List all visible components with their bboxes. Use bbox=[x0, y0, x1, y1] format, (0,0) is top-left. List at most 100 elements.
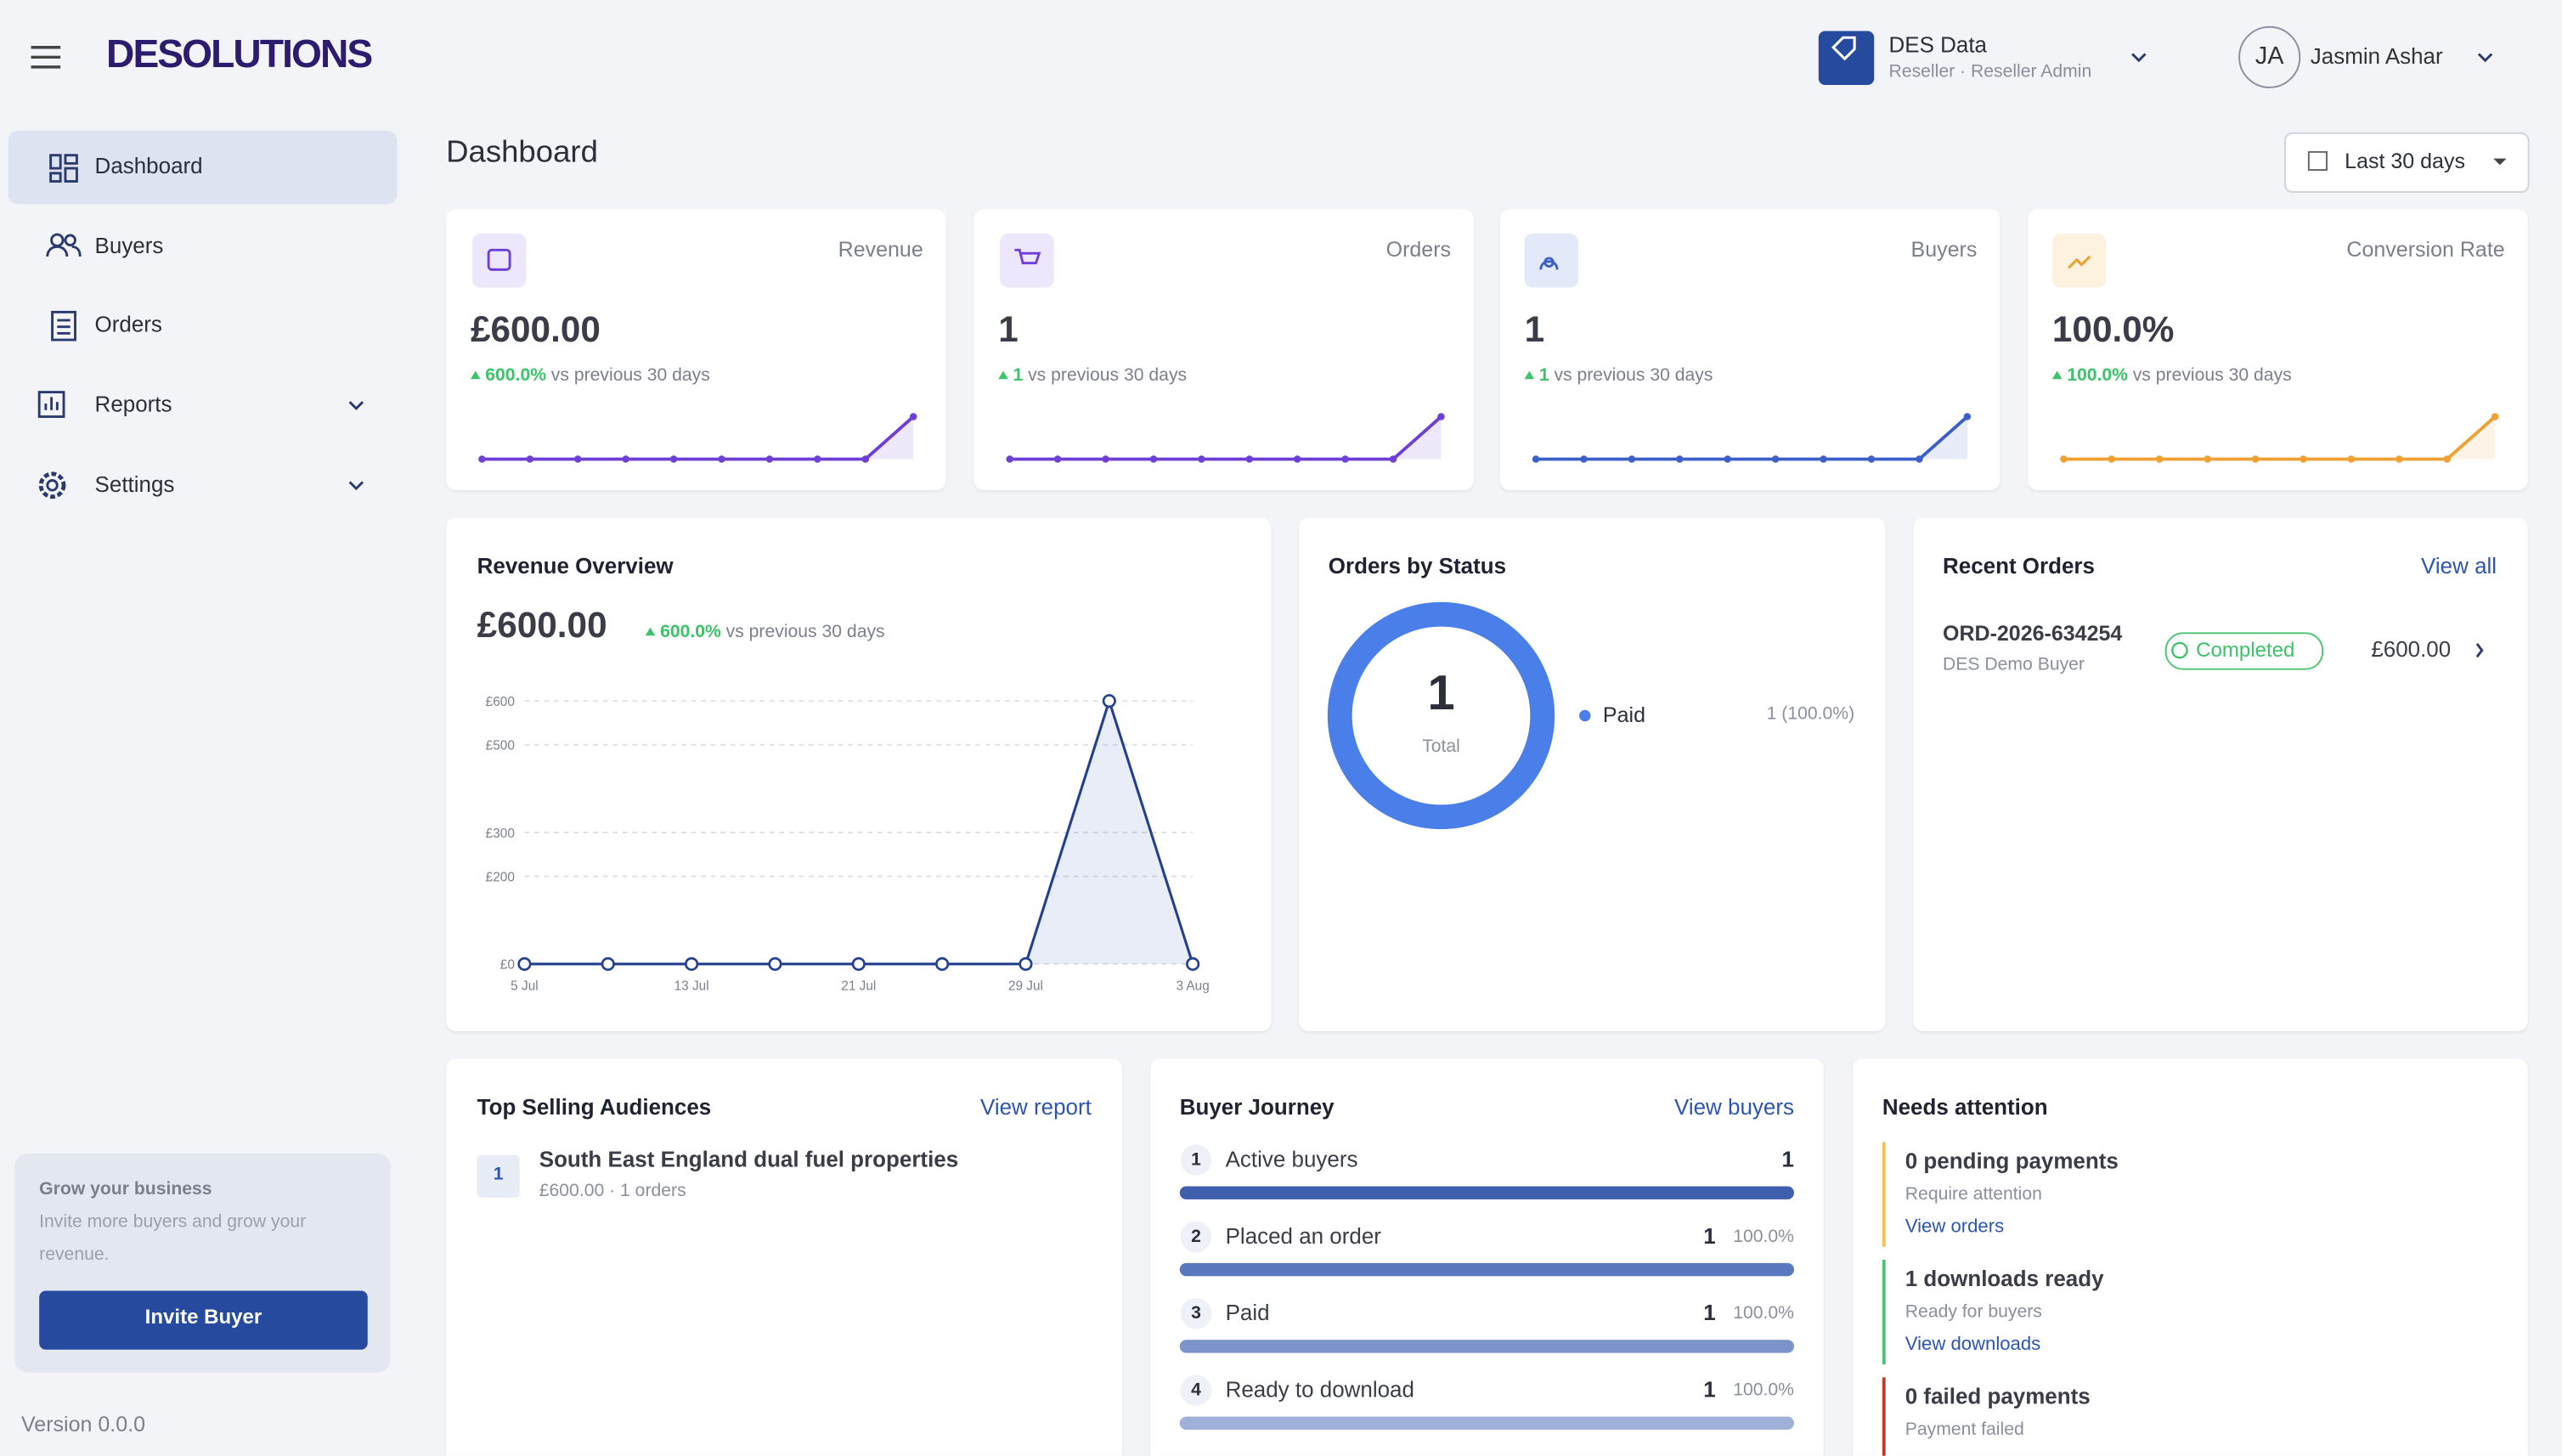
step-name: Ready to download bbox=[1225, 1377, 1414, 1402]
x-tick-label: 3 Aug bbox=[1176, 979, 1209, 994]
attention-bar bbox=[1882, 1259, 1886, 1365]
attention-title: 0 failed payments bbox=[1905, 1384, 2091, 1409]
overview-value: £600.00 bbox=[477, 604, 607, 646]
card-title: Buyer Journey bbox=[1179, 1094, 1335, 1120]
spark-point bbox=[526, 455, 534, 463]
change-value: 1 bbox=[1013, 365, 1024, 386]
user-name[interactable]: Jasmin Ashar bbox=[2310, 43, 2443, 69]
spark-point bbox=[1198, 455, 1205, 463]
spark-point bbox=[2155, 455, 2164, 463]
step-rank: 2 bbox=[1191, 1227, 1201, 1247]
nav-item[interactable]: Buyers bbox=[94, 234, 164, 258]
spark-point bbox=[574, 455, 582, 463]
step-bar bbox=[1179, 1262, 1794, 1277]
legend-value: 1 (100.0%) bbox=[1766, 704, 1855, 725]
spark-point bbox=[1532, 455, 1540, 463]
change-text: vs previous 30 days bbox=[2132, 365, 2292, 386]
nav-item[interactable]: Dashboard bbox=[94, 153, 203, 178]
step-share: 100.0% bbox=[1733, 1380, 1794, 1401]
audience-card bbox=[446, 1058, 1123, 1456]
org-name[interactable]: DES Data bbox=[1888, 32, 1987, 58]
spark-point bbox=[669, 455, 678, 463]
attention-bar bbox=[1882, 1377, 1886, 1456]
spark-point bbox=[1580, 455, 1588, 463]
status-icon bbox=[2171, 641, 2188, 659]
kpi-value: 1 bbox=[998, 308, 1019, 350]
order-buyer: DES Demo Buyer bbox=[1943, 655, 2085, 675]
nav-item[interactable]: Settings bbox=[94, 471, 175, 497]
nav-item[interactable]: Orders bbox=[94, 312, 162, 337]
legend-dot bbox=[1579, 709, 1591, 722]
kpi-card bbox=[973, 209, 1474, 491]
step-name: Paid bbox=[1225, 1301, 1270, 1325]
spark-point bbox=[2108, 455, 2115, 463]
point bbox=[685, 957, 699, 971]
spark-point bbox=[1963, 413, 1972, 420]
promo-text: revenue. bbox=[39, 1244, 110, 1265]
point bbox=[1102, 694, 1116, 708]
spark-point bbox=[1294, 455, 1301, 463]
step-circle bbox=[1180, 1221, 1212, 1253]
spark-line bbox=[2063, 415, 2497, 461]
avatar[interactable] bbox=[2238, 25, 2301, 88]
card-link[interactable]: View buyers bbox=[1673, 1094, 1794, 1120]
kpi-card bbox=[446, 209, 946, 491]
up-arrow bbox=[1524, 370, 1535, 380]
step-rank: 1 bbox=[1191, 1150, 1201, 1171]
invite-button[interactable] bbox=[39, 1290, 368, 1350]
card-link[interactable]: View all bbox=[2421, 554, 2497, 578]
point bbox=[851, 957, 866, 971]
up-arrow bbox=[2051, 370, 2063, 380]
step-circle bbox=[1180, 1144, 1212, 1176]
kpi-value: 1 bbox=[1524, 308, 1545, 350]
spark-area bbox=[482, 416, 914, 460]
spark-point bbox=[2443, 455, 2451, 463]
spark-point bbox=[861, 455, 870, 463]
caret bbox=[2493, 158, 2507, 166]
wallet-icon bbox=[487, 248, 511, 271]
change: 100.0% vs previous 30 days bbox=[2051, 365, 2292, 386]
user-initials: JA bbox=[2254, 42, 2284, 71]
logo[interactable]: DESOLUTIONS bbox=[106, 32, 373, 77]
spark-point bbox=[1245, 455, 1254, 463]
spark-point bbox=[1053, 455, 1062, 463]
up-arrow bbox=[998, 370, 1008, 380]
y-tick-label: £0 bbox=[500, 958, 515, 973]
audience-name: South East England dual fuel properties bbox=[539, 1147, 959, 1172]
step-bar bbox=[1179, 1416, 1794, 1431]
attention-title: 1 downloads ready bbox=[1905, 1266, 2104, 1291]
step-bar bbox=[1179, 1186, 1794, 1199]
attention-text: Ready for buyers bbox=[1905, 1302, 2042, 1323]
spark-point bbox=[2491, 413, 2499, 420]
spark-point bbox=[1916, 455, 1923, 463]
date-button[interactable] bbox=[2284, 132, 2530, 193]
step-value: 1 bbox=[1781, 1147, 1794, 1172]
kpi-label: Revenue bbox=[838, 236, 923, 262]
audience-meta: £600.00 · 1 orders bbox=[539, 1181, 686, 1201]
area bbox=[524, 701, 1194, 964]
menu-icon[interactable] bbox=[31, 46, 61, 69]
change: 1 vs previous 30 days bbox=[1524, 366, 1713, 386]
cart-icon bbox=[1014, 248, 1041, 265]
nav-icons bbox=[37, 53, 2493, 658]
point bbox=[517, 957, 532, 971]
attention-link[interactable]: View orders bbox=[1905, 1216, 2005, 1238]
card-link[interactable]: View report bbox=[979, 1094, 1092, 1120]
kpi-card bbox=[1499, 209, 2001, 491]
spark-point bbox=[2396, 455, 2403, 463]
nav-item[interactable]: Reports bbox=[94, 392, 172, 417]
order-id[interactable]: ORD-2026-634254 bbox=[1943, 620, 2123, 646]
date-range[interactable]: Last 30 days bbox=[2345, 149, 2465, 173]
attention-link[interactable]: View downloads bbox=[1905, 1335, 2041, 1355]
x-tick-label: 5 Jul bbox=[511, 979, 538, 994]
users-icon bbox=[1539, 257, 1559, 270]
y-tick-label: £600 bbox=[486, 695, 515, 709]
change-value: 600.0% bbox=[485, 365, 547, 386]
attention-card bbox=[1853, 1058, 2528, 1456]
invite-label[interactable]: Invite Buyer bbox=[144, 1305, 262, 1329]
y-tick-label: £300 bbox=[486, 827, 515, 841]
spark-point bbox=[1102, 455, 1109, 463]
step-rank: 4 bbox=[1191, 1380, 1201, 1401]
spark-point bbox=[1149, 455, 1158, 463]
